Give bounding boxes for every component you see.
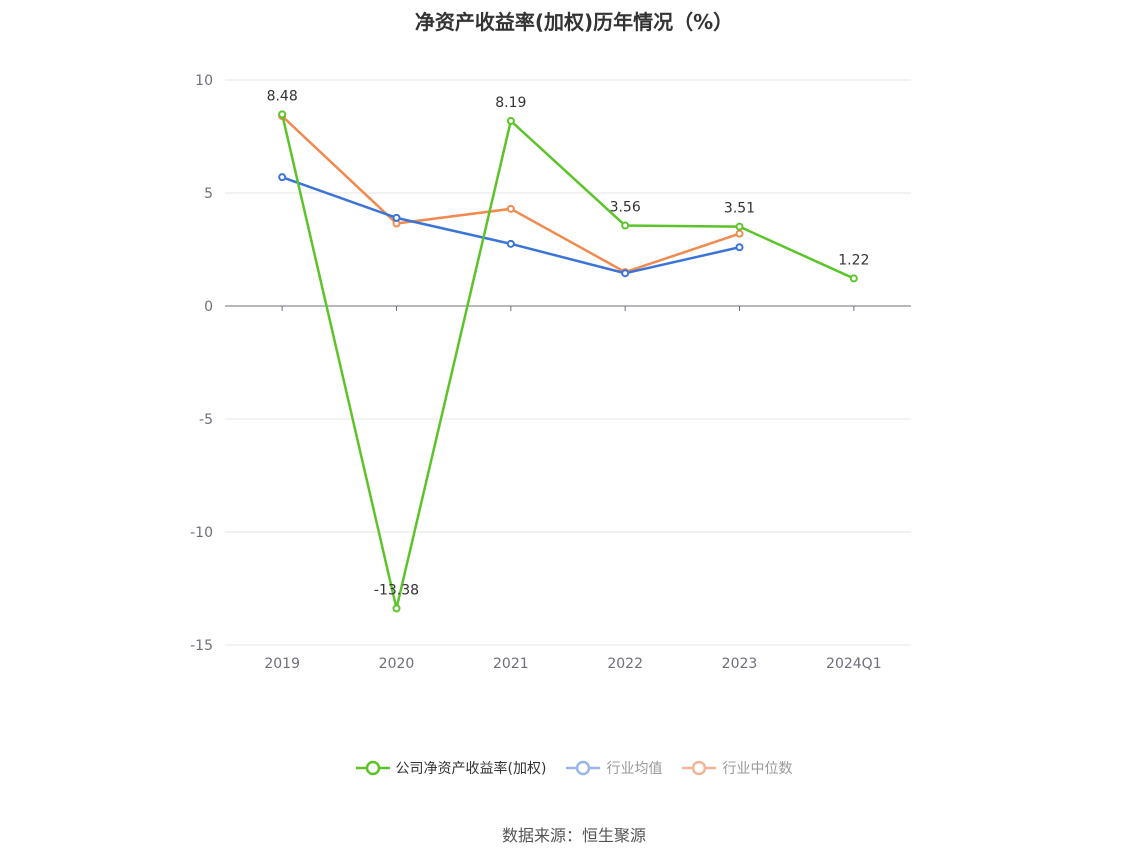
series-line — [281, 115, 740, 274]
y-tick-label: 0 — [204, 299, 213, 315]
data-point — [392, 604, 401, 613]
series-lines — [278, 110, 858, 613]
data-label: 1.22 — [838, 252, 869, 268]
legend: 公司净资产收益率(加权) 行业均值 行业中位数 — [0, 756, 1148, 780]
data-point — [506, 116, 515, 125]
data-point — [735, 229, 744, 238]
legend-line-icon — [355, 760, 390, 776]
legend-item[interactable]: 行业均值 — [566, 758, 662, 778]
source-note: 数据来源：恒生聚源 — [501, 826, 646, 845]
x-tick-label: 2023 — [722, 656, 758, 672]
data-label: -13.38 — [374, 582, 419, 598]
legend-label: 行业中位数 — [722, 761, 793, 777]
x-tick-label: 2020 — [379, 656, 415, 672]
legend-label: 公司净资产收益率(加权) — [395, 761, 547, 777]
data-point — [735, 243, 744, 252]
data-point — [392, 213, 401, 222]
data-point — [506, 239, 515, 248]
y-tick-label: -15 — [190, 638, 213, 654]
chart-title: 净资产收益率(加权)历年情况（%） — [414, 10, 734, 34]
series-line — [280, 114, 855, 610]
y-tick-label: -5 — [199, 412, 213, 428]
data-label: 3.51 — [724, 201, 755, 217]
x-tick-label: 2021 — [493, 656, 529, 672]
data-labels: 8.48 -13.38 8.19 3.56 3.51 1.22 — [267, 88, 870, 598]
x-tick-label: 2019 — [264, 656, 300, 672]
legend-item[interactable]: 公司净资产收益率(加权) — [355, 758, 547, 778]
data-point — [506, 204, 515, 213]
y-tick-label: -10 — [190, 525, 213, 541]
data-point — [621, 269, 630, 278]
legend-item[interactable]: 行业中位数 — [682, 758, 792, 778]
legend-line-icon — [682, 760, 717, 776]
axes: 10 5 0 -5 -10 -15 2019 2020 2021 2022 2023 2024Q1 — [190, 73, 911, 672]
y-tick-label: 5 — [204, 186, 213, 202]
data-point — [849, 274, 858, 283]
data-point — [621, 221, 630, 230]
grid-lines — [225, 79, 911, 646]
data-point — [278, 110, 287, 119]
legend-label: 行业均值 — [606, 761, 663, 777]
x-tick-label: 2022 — [607, 656, 643, 672]
data-point — [278, 173, 287, 182]
data-point — [735, 222, 744, 231]
data-label: 8.48 — [267, 88, 298, 104]
legend-line-icon — [566, 760, 601, 776]
data-label: 3.56 — [610, 200, 641, 216]
x-tick-label: 2024Q1 — [826, 656, 882, 672]
data-label: 8.19 — [495, 95, 526, 111]
y-tick-label: 10 — [195, 73, 213, 89]
